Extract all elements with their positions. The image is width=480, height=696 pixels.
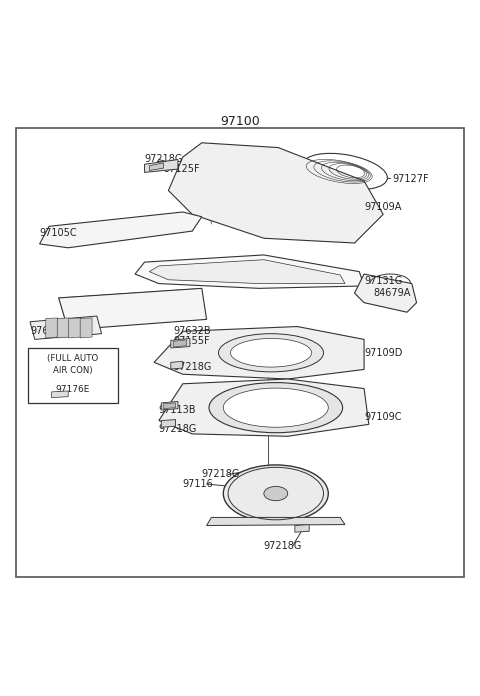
Ellipse shape [264,487,288,500]
Text: 97109A: 97109A [364,203,401,212]
Polygon shape [57,318,69,338]
Ellipse shape [218,333,324,372]
Ellipse shape [302,153,387,189]
Polygon shape [163,403,176,409]
Text: 97218G: 97218G [264,541,302,551]
Polygon shape [80,318,92,338]
Polygon shape [171,361,183,369]
Polygon shape [135,255,364,288]
Text: 97116: 97116 [183,479,214,489]
Polygon shape [206,517,345,525]
Polygon shape [30,316,102,340]
Polygon shape [154,326,364,379]
Text: 97105C: 97105C [39,228,77,239]
Polygon shape [355,274,417,313]
Text: 97125F: 97125F [164,164,200,174]
Text: 97218G: 97218G [202,470,240,480]
Ellipse shape [223,388,328,427]
Text: 97218G: 97218G [159,424,197,434]
Polygon shape [171,338,190,348]
Polygon shape [149,163,164,171]
Polygon shape [39,212,202,248]
Ellipse shape [223,465,328,522]
Polygon shape [159,379,369,436]
FancyBboxPatch shape [28,348,118,403]
Text: 97127F: 97127F [393,173,429,184]
Polygon shape [46,318,58,338]
Polygon shape [161,402,178,410]
Text: (FULL AUTO
AIR CON): (FULL AUTO AIR CON) [48,354,98,375]
Text: 97109C: 97109C [364,412,402,422]
Polygon shape [59,288,206,330]
Polygon shape [173,340,187,347]
Ellipse shape [209,383,343,433]
Text: 97632B: 97632B [173,326,211,336]
Polygon shape [168,143,383,243]
Text: 97176E: 97176E [56,385,90,394]
Polygon shape [149,260,345,283]
Ellipse shape [230,338,312,367]
Polygon shape [161,420,176,427]
Text: 97218G: 97218G [144,155,183,164]
Text: 97620C: 97620C [30,326,68,336]
Polygon shape [51,391,68,397]
Text: 97131G: 97131G [364,276,402,286]
Polygon shape [295,525,309,532]
Text: 97218G: 97218G [173,362,212,372]
Text: 97100: 97100 [220,115,260,128]
Polygon shape [69,318,81,338]
Text: 97109D: 97109D [364,348,402,358]
Text: 84679A: 84679A [373,288,411,298]
Polygon shape [144,159,178,173]
Text: 97113B: 97113B [159,405,196,415]
Text: 97155F: 97155F [173,336,210,346]
